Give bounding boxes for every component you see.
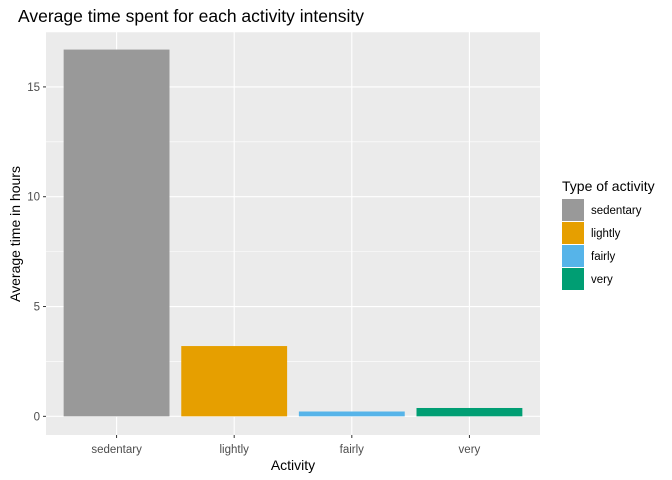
x-axis: sedentary lightly fairly very [91,435,481,456]
bar-sedentary [63,49,170,417]
legend-title: Type of activity [562,178,655,194]
bar-fairly [298,411,405,417]
legend-swatch-fairly [562,245,584,267]
x-tick-label: very [459,444,481,456]
y-axis: 0 5 10 15 [27,82,46,423]
bars [63,49,523,417]
x-tick-label: lightly [219,444,249,456]
legend-swatch-very [562,268,584,290]
y-tick-label: 10 [27,192,40,204]
y-tick-label: 5 [34,302,40,314]
legend-label: lightly [591,228,621,240]
legend-label: fairly [591,251,616,263]
y-tick-label: 0 [34,411,40,423]
y-axis-title: Average time in hours [7,166,23,302]
bar-very [416,407,523,417]
legend-label: very [591,274,613,286]
legend-swatch-lightly [562,222,584,244]
y-tick-label: 15 [27,82,40,94]
chart-title: Average time spent for each activity int… [18,6,364,26]
legend-swatch-sedentary [562,199,584,221]
x-axis-title: Activity [271,457,315,473]
legend-label: sedentary [591,205,642,217]
x-tick-label: sedentary [91,444,142,456]
bar-lightly [181,346,288,417]
legend: Type of activity sedentary lightly fairly v… [562,178,655,290]
x-tick-label: fairly [340,444,365,456]
